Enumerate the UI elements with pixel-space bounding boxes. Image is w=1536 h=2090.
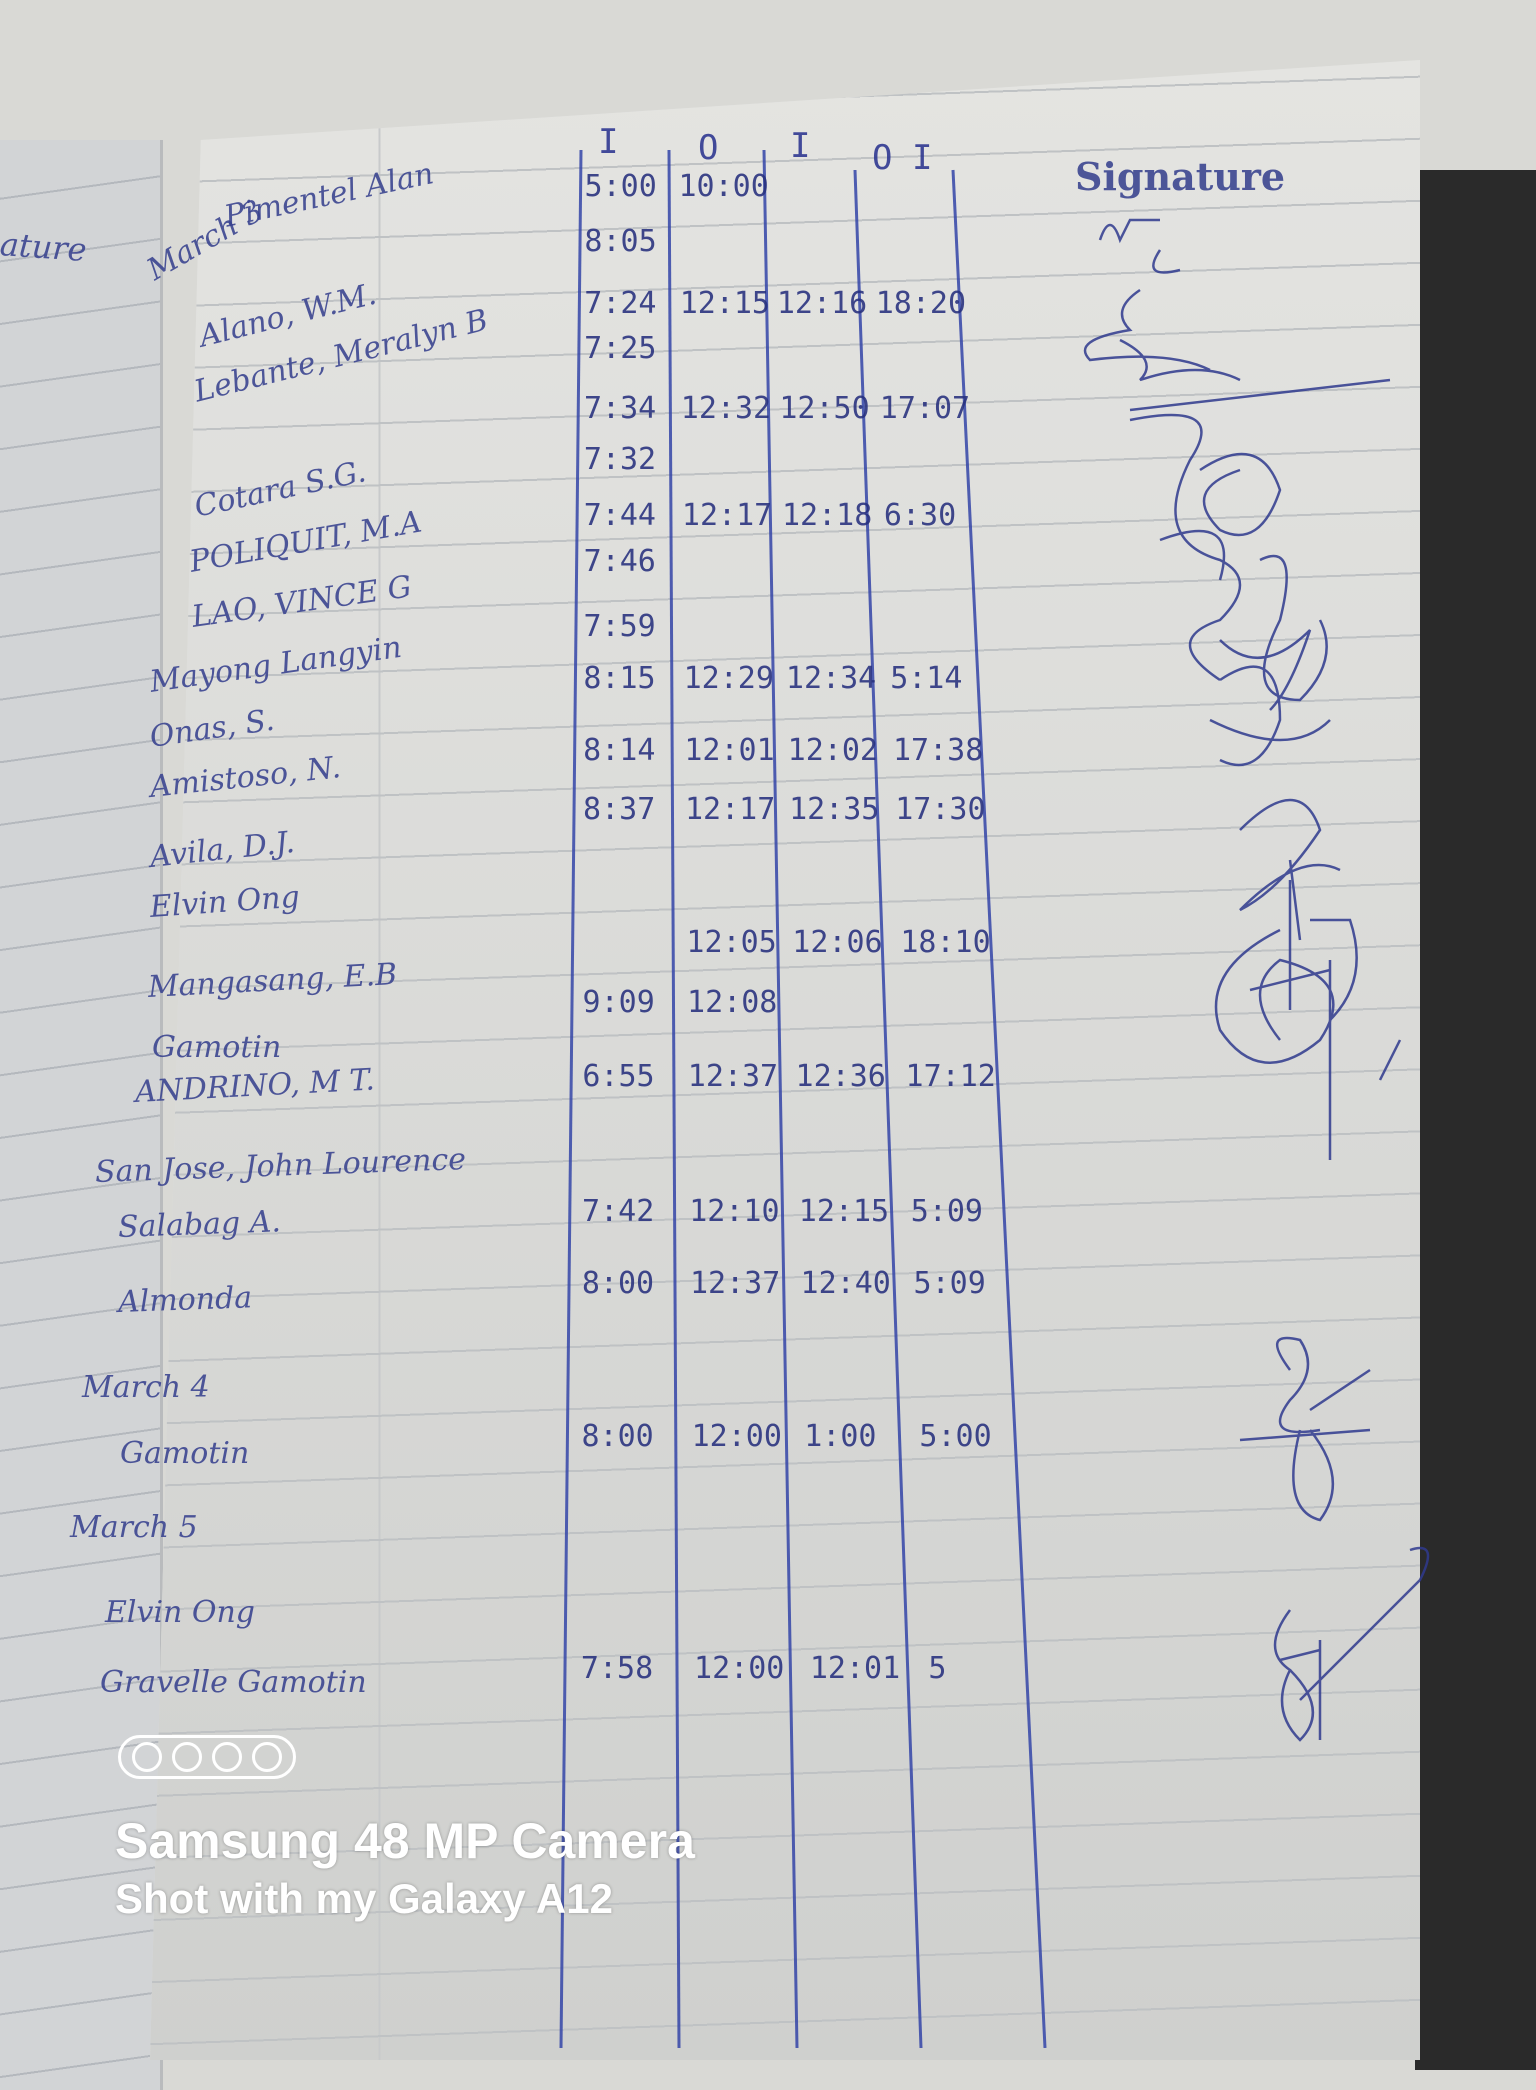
time-entry: 12:00 xyxy=(694,1651,785,1686)
time-entry: 6:30 xyxy=(883,498,957,533)
time-entry: 12:15 xyxy=(798,1194,890,1229)
time-entry: 7:32 xyxy=(583,442,657,477)
time-entry: 8:05 xyxy=(584,224,657,259)
right-notebook-page xyxy=(150,60,1420,2060)
signature-scribble xyxy=(1083,288,1241,382)
time-entry: 12:32 xyxy=(680,391,772,426)
time-entry: 12:17 xyxy=(685,792,776,827)
time-entry: 12:01 xyxy=(684,733,775,768)
time-entry: 5:09 xyxy=(910,1194,983,1229)
time-entry: 17:12 xyxy=(905,1059,996,1094)
time-entry: 12:17 xyxy=(681,498,773,533)
time-entry: 8:37 xyxy=(583,792,656,827)
signature-scribble xyxy=(1219,554,1328,711)
desk-background xyxy=(1415,170,1536,2070)
time-entry: 12:06 xyxy=(792,925,883,960)
time-entry: 5 xyxy=(928,1651,947,1686)
time-entry: 8:15 xyxy=(583,661,656,696)
time-entry: 8:14 xyxy=(583,733,656,768)
entry-name: Almonda xyxy=(117,1280,253,1320)
column-line xyxy=(951,169,1047,2048)
time-entry: 5:14 xyxy=(890,661,963,696)
column-line xyxy=(559,149,583,2048)
time-entry: 5:00 xyxy=(584,169,657,204)
time-entry: 7:59 xyxy=(583,609,656,644)
time-entry: 7:34 xyxy=(584,391,657,426)
time-entry: 12:36 xyxy=(795,1059,886,1094)
time-entry: 8:00 xyxy=(581,1266,655,1301)
signature-scribble xyxy=(1239,1336,1371,1522)
signature-scribble xyxy=(1273,1546,1430,1742)
time-entry: 7:46 xyxy=(583,544,656,579)
entry-name: Gamotin xyxy=(152,1030,282,1065)
time-entry: 5:09 xyxy=(913,1266,986,1301)
time-entry: 10:00 xyxy=(678,169,769,204)
time-entry: 12:10 xyxy=(689,1194,780,1229)
time-entry: 7:25 xyxy=(584,331,657,366)
time-entry: 18:10 xyxy=(900,925,991,960)
time-entry: 17:07 xyxy=(879,391,971,426)
time-entry: 12:15 xyxy=(679,286,770,321)
watermark-device: Shot with my Galaxy A12 xyxy=(115,1875,613,1922)
signature-scribble xyxy=(1239,798,1341,941)
time-entry: 7:24 xyxy=(584,286,657,321)
time-entry: 12:02 xyxy=(787,733,878,768)
column-line xyxy=(762,149,799,2048)
time-entry: 12:35 xyxy=(789,792,880,827)
time-entry: 7:44 xyxy=(583,498,656,533)
time-entry: 12:18 xyxy=(781,498,873,533)
quad-camera-icon xyxy=(118,1735,296,1779)
column-header-out-2: O xyxy=(872,138,893,178)
watermark-camera: Samsung 48 MP Camera xyxy=(115,1813,695,1869)
time-entry: 12:34 xyxy=(785,661,877,696)
column-header-in-2: I xyxy=(790,126,811,166)
time-entry: 9:09 xyxy=(582,985,655,1020)
time-entry: 12:37 xyxy=(687,1059,779,1094)
signature-scribble xyxy=(1098,218,1181,274)
time-entry: 8:00 xyxy=(581,1419,654,1454)
time-entry: 12:00 xyxy=(691,1419,782,1454)
column-header-extra: I xyxy=(912,138,933,178)
time-entry: 12:16 xyxy=(776,286,868,321)
signature-header: Signature xyxy=(1075,154,1286,199)
signature-scribble xyxy=(1159,452,1282,581)
time-entry: 7:58 xyxy=(580,1651,654,1686)
column-line xyxy=(853,169,923,2048)
column-header-in: I xyxy=(598,122,619,162)
column-rules xyxy=(559,149,1430,2048)
time-entry: 12:01 xyxy=(809,1651,901,1686)
time-entry: 12:05 xyxy=(686,925,777,960)
signature-scribble xyxy=(1209,665,1331,767)
time-entry: 12:29 xyxy=(683,661,774,696)
time-entry: 17:38 xyxy=(892,733,984,768)
signature-scribble xyxy=(1214,880,1402,1081)
entry-name: Salabag A. xyxy=(117,1204,282,1245)
time-entry: 5:00 xyxy=(919,1419,992,1454)
time-entry: 12:50 xyxy=(779,391,870,426)
signature-scribble xyxy=(1310,918,1358,1160)
entry-name: Gravelle Gamotin xyxy=(100,1665,367,1700)
time-entry: 7:42 xyxy=(582,1194,655,1229)
signature-scribble xyxy=(1129,378,1391,682)
column-header-out: O xyxy=(698,128,719,168)
time-entry: 12:37 xyxy=(689,1266,781,1301)
entry-name: Gamotin xyxy=(120,1436,250,1471)
time-entry: 1:00 xyxy=(804,1419,877,1454)
time-entry: 18:20 xyxy=(875,286,967,321)
entry-name: Elvin Ong xyxy=(105,1595,256,1630)
time-entry: 12:08 xyxy=(687,985,778,1020)
time-entry: 12:40 xyxy=(800,1266,891,1301)
entry-name: March 4 xyxy=(82,1370,210,1405)
time-entry: 6:55 xyxy=(582,1059,655,1094)
entry-name: March 5 xyxy=(70,1510,198,1545)
column-line xyxy=(667,149,681,2048)
time-entry: 17:30 xyxy=(895,792,986,827)
